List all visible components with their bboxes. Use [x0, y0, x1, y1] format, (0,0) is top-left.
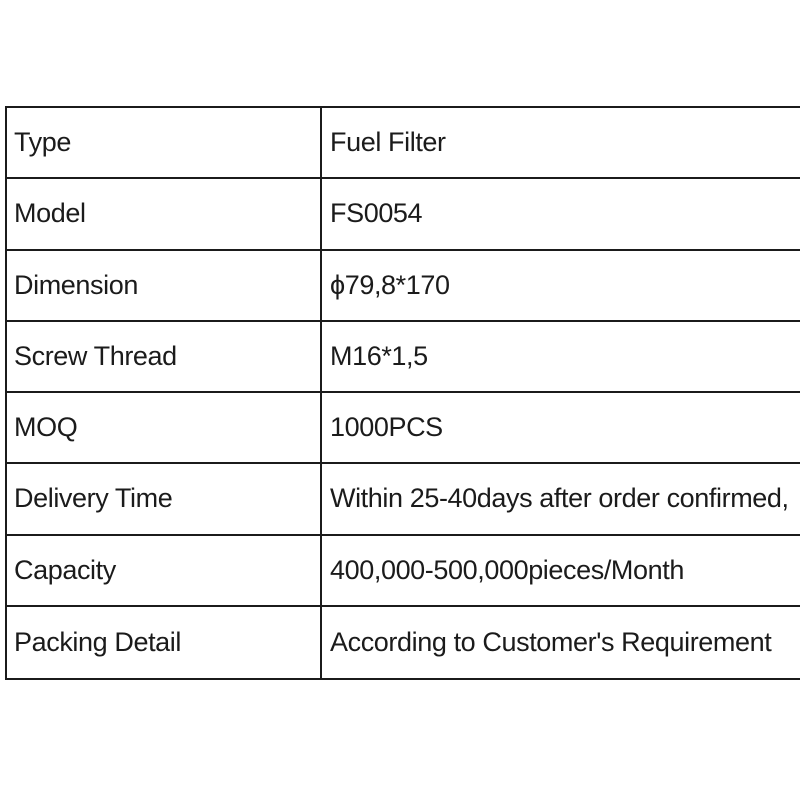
table-row-screw-thread: Screw Thread M16*1,5: [7, 321, 800, 393]
spec-label-packing-detail: Packing Detail: [7, 606, 322, 678]
table-row-type: Type Fuel Filter: [7, 108, 800, 180]
spec-label-delivery-time: Delivery Time: [7, 464, 322, 534]
spec-value-moq: 1000PCS: [330, 412, 443, 443]
spec-value-delivery-time: Within 25-40days after order confirmed,: [330, 483, 789, 514]
spec-value-screw-thread: M16*1,5: [330, 340, 428, 371]
spec-value-capacity: 400,000-500,000pieces/Month: [330, 554, 684, 585]
spec-value-type: Fuel Filter: [330, 127, 446, 158]
product-spec-table: Type Fuel Filter Model FS0054 Dimension …: [5, 106, 800, 680]
table-row-moq: MOQ 1000PCS: [7, 393, 800, 465]
table-row-dimension: Dimension ϕ79,8*170: [7, 250, 800, 322]
table-row-packing-detail: Packing Detail According to Customer's R…: [7, 606, 800, 678]
spec-label-screw-thread: Screw Thread: [7, 321, 322, 391]
spec-label-dimension: Dimension: [7, 250, 322, 320]
spec-label-moq: MOQ: [7, 393, 322, 463]
spec-label-model: Model: [7, 179, 322, 249]
spec-value-dimension: ϕ79,8*170: [330, 269, 450, 300]
table-row-capacity: Capacity 400,000-500,000pieces/Month: [7, 535, 800, 607]
table-row-delivery-time: Delivery Time Within 25-40days after ord…: [7, 464, 800, 536]
spec-value-model: FS0054: [330, 198, 423, 229]
spec-value-packing-detail: According to Customer's Requirement: [330, 626, 772, 657]
table-row-model: Model FS0054: [7, 179, 800, 251]
spec-label-capacity: Capacity: [7, 535, 322, 605]
spec-label-type: Type: [7, 108, 322, 178]
